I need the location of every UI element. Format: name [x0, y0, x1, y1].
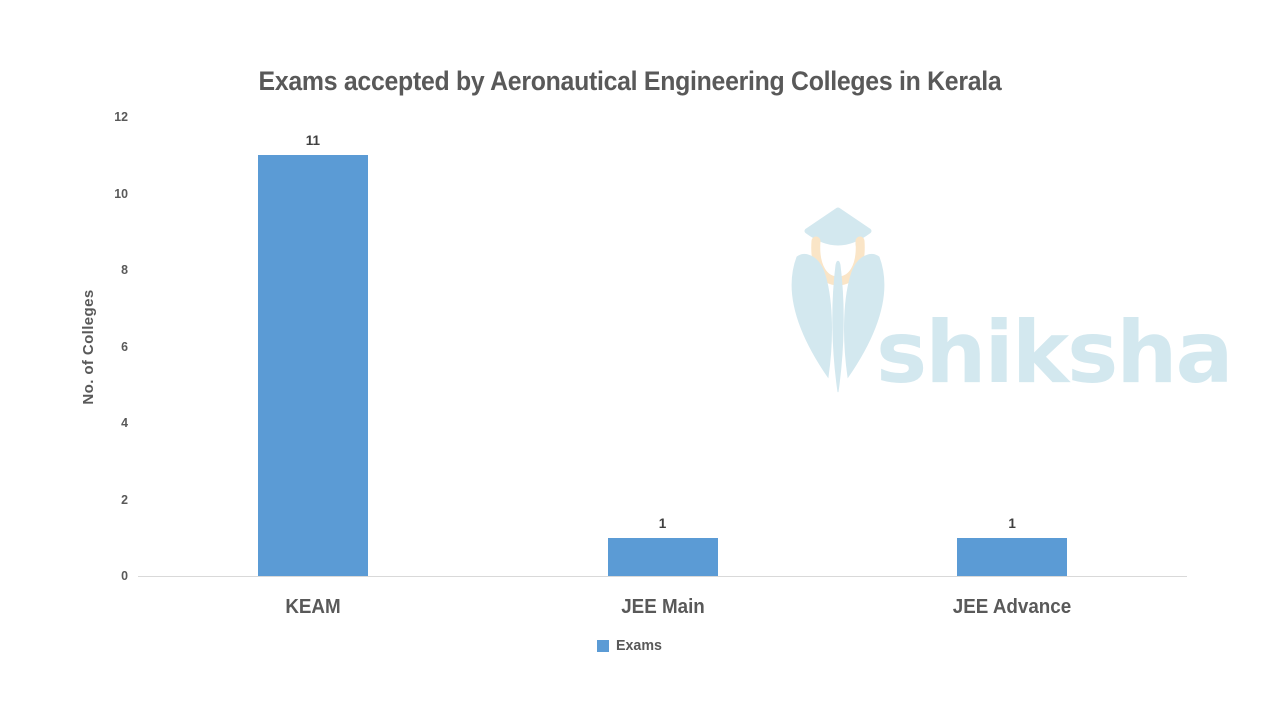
- bar-value-label-keam: 11: [305, 133, 320, 149]
- x-label-keam: KEAM: [285, 596, 341, 618]
- graduation-cap-icon: [804, 207, 872, 246]
- chart-title: Exams accepted by Aeronautical Engineeri…: [258, 66, 1002, 96]
- bar-jee-advance: [957, 537, 1068, 576]
- cap-tassel: [855, 228, 864, 248]
- collar-accent-arc: [811, 236, 865, 286]
- y-tick-label-2: 2: [121, 491, 128, 507]
- bar-value-label-jee-main: 1: [658, 515, 667, 531]
- shiksha-logo-text: shiksha: [876, 303, 1234, 403]
- y-tick-label-10: 10: [114, 185, 128, 201]
- x-label-jee-advance: JEE Advance: [952, 596, 1072, 618]
- legend-label-exams: Exams: [616, 637, 662, 654]
- legend: Exams: [597, 638, 664, 654]
- legend-swatch-exams: [597, 640, 609, 652]
- y-tick-label-4: 4: [121, 415, 128, 430]
- bar-keam: [257, 155, 368, 576]
- shiksha-graduate-pen-icon: [791, 207, 885, 393]
- pen-nib-center: [832, 260, 844, 393]
- y-tick-label-8: 8: [121, 262, 128, 277]
- x-label-jee-main: JEE Main: [620, 596, 705, 618]
- y-tick-label-12: 12: [114, 109, 128, 124]
- bar-jee-main: [607, 537, 718, 576]
- y-tick-label-6: 6: [121, 338, 128, 354]
- right-wing: [844, 254, 885, 379]
- x-axis-line: [138, 576, 1187, 577]
- bar-value-label-jee-advance: 1: [1008, 515, 1016, 531]
- y-tick-label-0: 0: [121, 568, 128, 583]
- left-wing: [791, 254, 832, 379]
